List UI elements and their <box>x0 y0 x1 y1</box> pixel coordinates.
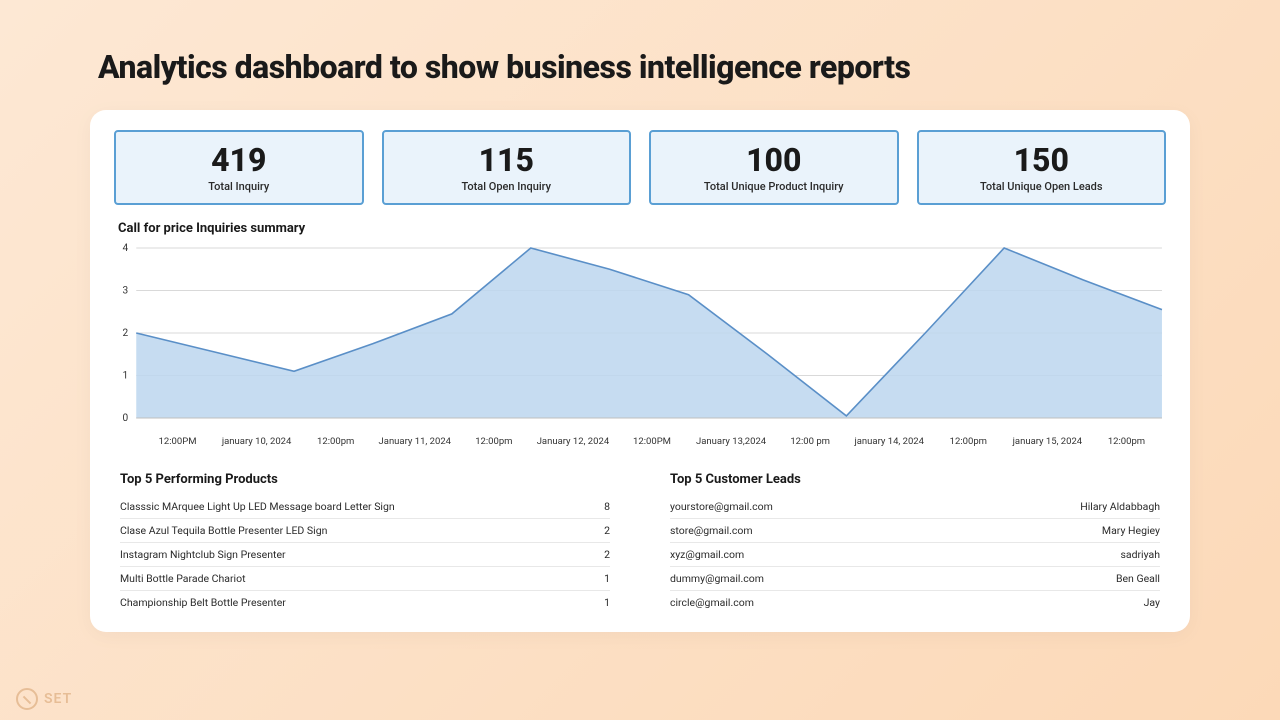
product-count: 2 <box>604 548 610 561</box>
top-products-table: Top 5 Performing Products Classsic MArqu… <box>120 472 610 614</box>
x-tick-label: January 11, 2024 <box>375 436 454 447</box>
product-count: 8 <box>604 500 610 513</box>
stat-unique-product: 100 Total Unique Product Inquiry <box>649 130 899 205</box>
table-row: circle@gmail.com Jay <box>670 591 1160 614</box>
x-tick-label: january 10, 2024 <box>217 436 296 447</box>
stat-total-inquiry: 419 Total Inquiry <box>114 130 364 205</box>
table-row: yourstore@gmail.com Hilary Aldabbagh <box>670 495 1160 519</box>
lead-name: Jay <box>1144 596 1160 609</box>
watermark-icon <box>16 688 38 710</box>
x-tick-label: 12:00 pm <box>771 436 850 447</box>
x-tick-label: 12:00PM <box>612 436 691 447</box>
table-title: Top 5 Performing Products <box>120 472 610 487</box>
table-row: store@gmail.com Mary Hegiey <box>670 519 1160 543</box>
product-name: Instagram Nightclub Sign Presenter <box>120 548 286 561</box>
table-row: Instagram Nightclub Sign Presenter 2 <box>120 543 610 567</box>
top-leads-table: Top 5 Customer Leads yourstore@gmail.com… <box>670 472 1160 614</box>
lead-name: Hilary Aldabbagh <box>1080 500 1160 513</box>
svg-text:2: 2 <box>122 328 128 339</box>
stat-label: Total Inquiry <box>126 180 352 193</box>
stat-unique-leads: 150 Total Unique Open Leads <box>917 130 1167 205</box>
table-row: dummy@gmail.com Ben Geall <box>670 567 1160 591</box>
table-title: Top 5 Customer Leads <box>670 472 1160 487</box>
stat-value: 150 <box>929 144 1155 176</box>
x-tick-label: 12:00pm <box>454 436 533 447</box>
stat-value: 419 <box>126 144 352 176</box>
x-tick-label: January 13,2024 <box>692 436 771 447</box>
table-row: Championship Belt Bottle Presenter 1 <box>120 591 610 614</box>
inquiries-chart: 01234 12:00PMjanuary 10, 202412:00pmJanu… <box>114 242 1166 452</box>
stat-open-inquiry: 115 Total Open Inquiry <box>382 130 632 205</box>
stat-value: 100 <box>661 144 887 176</box>
stat-label: Total Unique Open Leads <box>929 180 1155 193</box>
x-tick-label: 12:00PM <box>138 436 217 447</box>
lead-name: Mary Hegiey <box>1102 524 1160 537</box>
svg-text:1: 1 <box>122 371 128 382</box>
x-tick-label: 12:00pm <box>1087 436 1166 447</box>
product-name: Multi Bottle Parade Chariot <box>120 572 246 585</box>
lead-email: dummy@gmail.com <box>670 572 764 585</box>
product-count: 2 <box>604 524 610 537</box>
x-tick-label: january 14, 2024 <box>850 436 929 447</box>
product-name: Championship Belt Bottle Presenter <box>120 596 286 609</box>
lead-name: Ben Geall <box>1116 572 1160 585</box>
lead-email: store@gmail.com <box>670 524 753 537</box>
svg-text:3: 3 <box>122 286 128 297</box>
chart-x-labels: 12:00PMjanuary 10, 202412:00pmJanuary 11… <box>114 436 1166 447</box>
lead-email: yourstore@gmail.com <box>670 500 773 513</box>
product-count: 1 <box>604 572 610 585</box>
stat-label: Total Open Inquiry <box>394 180 620 193</box>
watermark-text: SET <box>44 691 72 707</box>
lead-name: sadriyah <box>1120 548 1160 561</box>
svg-text:4: 4 <box>122 243 128 254</box>
page-title: Analytics dashboard to show business int… <box>0 0 1280 86</box>
lead-email: circle@gmail.com <box>670 596 754 609</box>
table-row: Clase Azul Tequila Bottle Presenter LED … <box>120 519 610 543</box>
product-count: 1 <box>604 596 610 609</box>
dashboard-card: 419 Total Inquiry 115 Total Open Inquiry… <box>90 110 1190 632</box>
lead-email: xyz@gmail.com <box>670 548 744 561</box>
stat-value: 115 <box>394 144 620 176</box>
product-name: Clase Azul Tequila Bottle Presenter LED … <box>120 524 327 537</box>
product-name: Classsic MArquee Light Up LED Message bo… <box>120 500 395 513</box>
table-row: Multi Bottle Parade Chariot 1 <box>120 567 610 591</box>
x-tick-label: 12:00pm <box>296 436 375 447</box>
stat-label: Total Unique Product Inquiry <box>661 180 887 193</box>
stat-row: 419 Total Inquiry 115 Total Open Inquiry… <box>114 130 1166 205</box>
tables-row: Top 5 Performing Products Classsic MArqu… <box>114 472 1166 614</box>
svg-text:0: 0 <box>122 413 128 424</box>
chart-title: Call for price Inquiries summary <box>118 221 1166 236</box>
watermark: SET <box>16 688 72 710</box>
x-tick-label: 12:00pm <box>929 436 1008 447</box>
x-tick-label: january 15, 2024 <box>1008 436 1087 447</box>
x-tick-label: January 12, 2024 <box>533 436 612 447</box>
table-row: Classsic MArquee Light Up LED Message bo… <box>120 495 610 519</box>
table-row: xyz@gmail.com sadriyah <box>670 543 1160 567</box>
